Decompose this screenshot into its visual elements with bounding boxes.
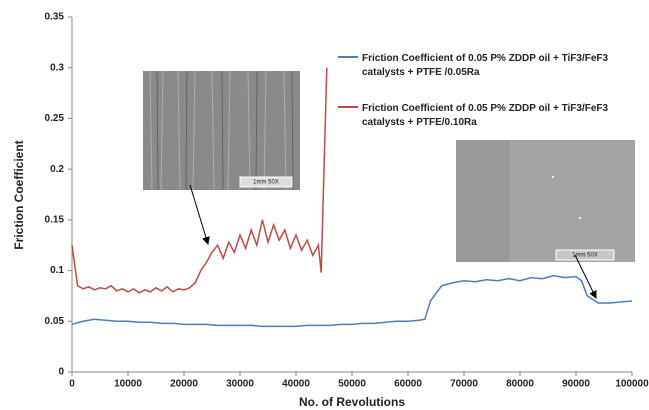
- arrow: [189, 184, 210, 245]
- x-tick-label: 80000: [506, 379, 534, 390]
- x-tick-label: 0: [69, 379, 75, 390]
- x-tick-label: 10000: [114, 379, 142, 390]
- x-tick-label: 70000: [450, 379, 478, 390]
- x-tick-label: 20000: [170, 379, 198, 390]
- y-tick-label: 0.2: [50, 164, 64, 175]
- y-tick-label: 0: [58, 367, 64, 378]
- plot-area: 0 0.05 0.1 0.15 0.2 0.25 0.3 0.35 0 10000 20000 300…: [45, 12, 649, 390]
- y-axis-title: Friction Coefficient: [12, 140, 26, 249]
- inset-image: 1mm 50X: [143, 70, 300, 191]
- y-tick-label: 0.15: [45, 214, 65, 225]
- x-axis-title: No. of Revolutions: [299, 395, 405, 409]
- x-tick-label: 60000: [394, 379, 422, 390]
- arrow: [574, 254, 597, 299]
- y-tick-label: 0.1: [50, 265, 64, 276]
- x-tick-label: 50000: [338, 379, 366, 390]
- legend-label: Friction Coefficient of 0.05 P% ZDDP oil…: [362, 103, 609, 128]
- x-tick-label: 40000: [282, 379, 310, 390]
- inset-image: 1mm 50X: [456, 140, 635, 262]
- y-tick-label: 0.35: [45, 12, 65, 23]
- y-tick-label: 0.05: [45, 316, 65, 327]
- x-tick-label: 90000: [562, 379, 590, 390]
- x-tick-label: 100000: [615, 379, 649, 390]
- y-tick-label: 0.25: [45, 113, 65, 124]
- scale-label: 1mm 50X: [253, 180, 279, 186]
- legend-label: Friction Coefficient of 0.05 P% ZDDP oil…: [362, 53, 609, 78]
- y-tick-label: 0.3: [50, 62, 64, 73]
- x-tick-label: 30000: [226, 379, 254, 390]
- scale-label: 1mm 50X: [572, 253, 598, 259]
- series-line: [71, 67, 328, 294]
- series-line: [71, 274, 633, 328]
